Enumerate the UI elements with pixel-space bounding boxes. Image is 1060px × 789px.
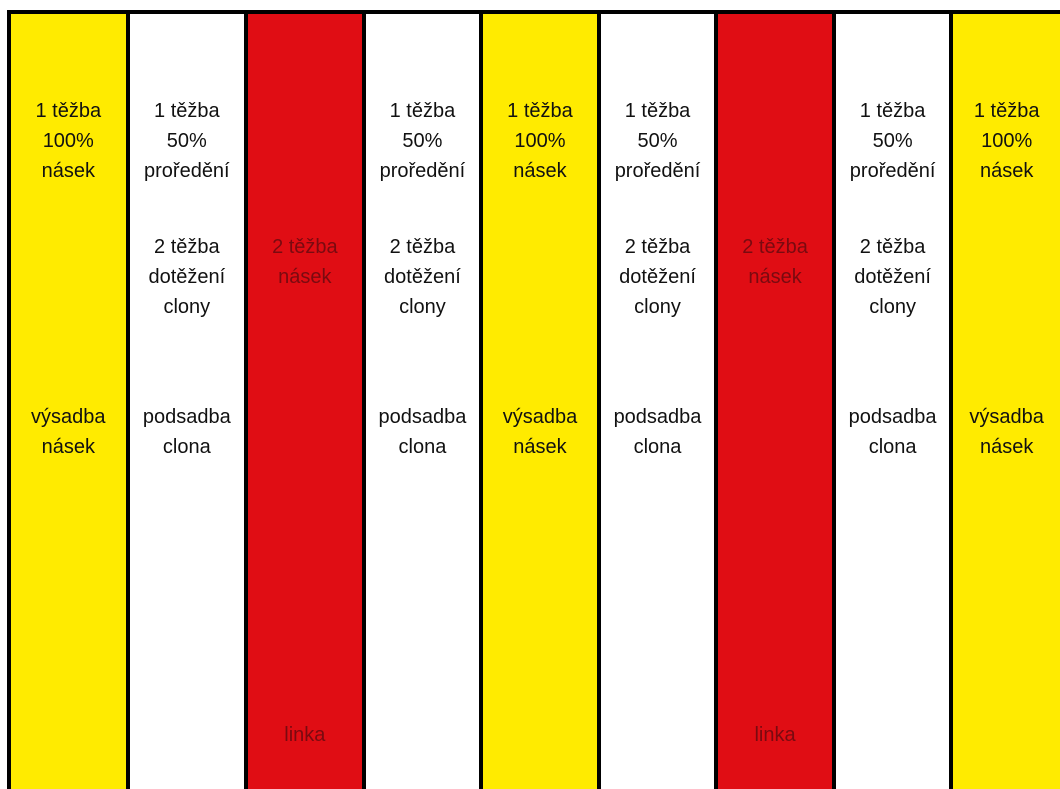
label-line: 1 těžba [35,100,102,122]
second-harvest-label: 2 těžba dotěžení clony [130,232,245,322]
first-harvest-label: 1 těžba 50% proředění [601,96,715,186]
underplanting-label: podsadba clona [366,402,480,462]
second-harvest-label: 2 těžba dotěžení clony [836,232,950,322]
second-harvest-label: 2 těžba dotěžení clony [601,232,715,322]
label-line: výsadba [31,406,106,428]
first-harvest-label: 1 těžba 100% násek [953,96,1060,186]
label-line: 2 těžba [624,236,691,258]
label-line: podsadba [613,406,702,428]
label-line: násek [41,436,95,458]
label-line: clony [163,296,211,318]
label-line: 2 těžba [859,236,926,258]
label-line: násek [41,160,95,182]
second-harvest-label: 2 těžba násek [718,232,832,292]
label-line: clony [869,296,916,318]
strip-white-3: 1 těžba 50% proředění 2 těžba dotěžení c… [600,14,719,789]
label-line: výsadba [502,406,578,428]
label-line: násek [513,160,567,182]
label-line: 1 těžba [624,100,691,122]
second-harvest-label: 2 těžba násek [248,232,362,292]
label-line: linka [284,724,326,746]
forest-strip-diagram: 1 těžba 100% násek výsadba násek 1 těžba… [7,10,1060,789]
planting-label: výsadba násek [11,402,126,462]
label-line: 2 těžba [154,236,220,258]
label-line: 100% [981,130,1033,152]
label-line: násek [979,436,1034,458]
strip-white-2: 1 těžba 50% proředění 2 těžba dotěžení c… [365,14,484,789]
label-line: linka [754,724,796,746]
label-line: násek [513,436,567,458]
first-harvest-label: 1 těžba 100% násek [11,96,126,186]
strip-yellow-1: 1 těžba 100% násek výsadba násek [11,14,130,789]
strip-red-2: 2 těžba násek linka [718,14,836,789]
label-line: 50% [166,130,207,152]
label-line: 1 těžba [859,100,926,122]
first-harvest-label: 1 těžba 50% proředění [836,96,950,186]
label-line: podsadba [378,406,467,428]
label-line: podsadba [848,406,937,428]
strip-yellow-3: 1 těžba 100% násek výsadba násek [953,14,1060,789]
label-line: 100% [42,130,94,152]
label-line: dotěžení [854,266,931,288]
label-line: proředění [614,160,701,182]
label-line: 1 těžba [507,100,573,122]
underplanting-label: podsadba clona [130,402,245,462]
label-line: 2 těžba [389,236,456,258]
label-line: clona [633,436,682,458]
label-line: 50% [872,130,913,152]
label-line: 2 těžba [742,236,808,258]
label-line: proředění [379,160,466,182]
label-line: clony [634,296,681,318]
label-line: 50% [402,130,443,152]
planting-label: výsadba násek [953,402,1060,462]
label-line: clona [162,436,211,458]
label-line: 1 těžba [389,100,456,122]
label-line: násek [278,266,332,288]
label-line: clony [399,296,446,318]
first-harvest-label: 1 těžba 100% násek [483,96,597,186]
second-harvest-label: 2 těžba dotěžení clony [366,232,480,322]
label-line: dotěžení [384,266,461,288]
label-line: clona [868,436,917,458]
label-line: dotěžení [148,266,226,288]
label-line: 2 těžba [272,236,338,258]
first-harvest-label: 1 těžba 50% proředění [366,96,480,186]
label-line: podsadba [142,406,231,428]
label-line: proředění [144,160,230,182]
label-line: clona [398,436,447,458]
label-line: 50% [637,130,678,152]
label-line: 1 těžba [154,100,220,122]
label-line: dotěžení [619,266,696,288]
label-line: proředění [849,160,936,182]
line-label: linka [248,720,362,750]
label-line: násek [979,160,1034,182]
strip-yellow-2: 1 těžba 100% násek výsadba násek [483,14,601,789]
strip-white-1: 1 těžba 50% proředění 2 těžba dotěžení c… [129,14,249,789]
label-line: násek [748,266,802,288]
strip-red-1: 2 těžba násek linka [248,14,366,789]
line-label: linka [718,720,832,750]
label-line: výsadba [969,406,1044,428]
label-line: 1 těžba [973,100,1040,122]
underplanting-label: podsadba clona [836,402,950,462]
underplanting-label: podsadba clona [601,402,715,462]
label-line: 100% [514,130,566,152]
planting-label: výsadba násek [483,402,597,462]
strip-white-4: 1 těžba 50% proředění 2 těžba dotěžení c… [835,14,954,789]
first-harvest-label: 1 těžba 50% proředění [130,96,245,186]
